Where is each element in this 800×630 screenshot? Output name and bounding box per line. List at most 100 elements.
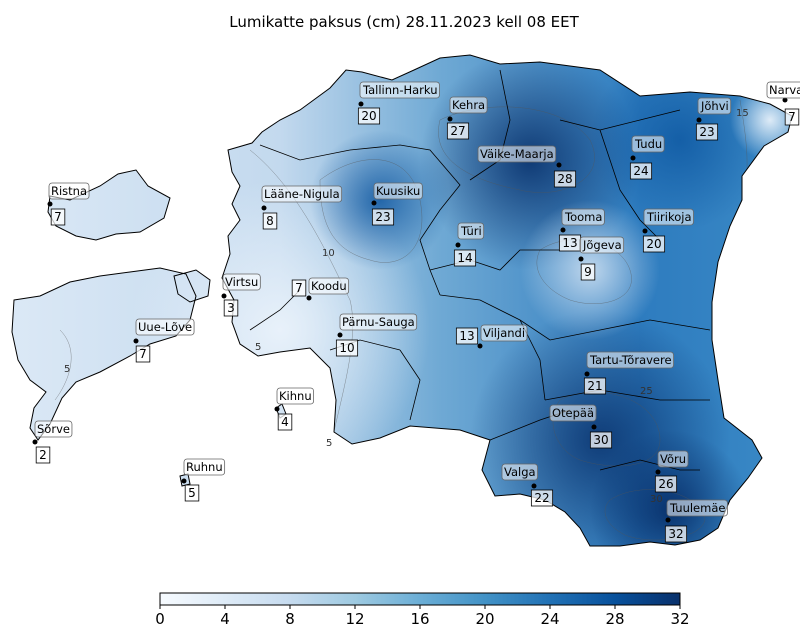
station-dot (447, 116, 453, 122)
station-dot (655, 469, 661, 475)
station-dot (560, 227, 566, 233)
station-name-box (449, 96, 488, 114)
station-value-box (223, 299, 239, 317)
station-jõhvi: Jõhvi 23 (695, 97, 732, 141)
station-kehra: Kehra 27 (446, 96, 488, 140)
station-name: Kehra (452, 98, 485, 112)
station-virtsu: Virtsu 3 (221, 273, 261, 317)
station-value: 24 (633, 164, 648, 178)
station-name: Virtsu (225, 275, 258, 289)
station-dot (358, 101, 364, 107)
station-koodu: Koodu 7 (291, 277, 350, 301)
station-value: 10 (339, 341, 354, 355)
station-value-box (455, 327, 479, 345)
station-dot (261, 205, 267, 211)
station-name-box (501, 463, 538, 481)
contour-labels: 5 5 5 10 15 25 30 (64, 108, 749, 505)
station-name-box (308, 277, 350, 295)
station-name-box (480, 324, 528, 342)
contour-label: 10 (322, 248, 335, 259)
station-value-box (784, 108, 800, 126)
colorbar-tick-label: 4 (220, 610, 230, 628)
station-dot (782, 97, 788, 103)
station-name: Jõgeva (582, 238, 622, 252)
colorbar-tick-label: 16 (410, 610, 429, 628)
station-value-box (371, 208, 395, 226)
station-value: 13 (562, 236, 577, 250)
station-name-box (657, 450, 689, 468)
station-value-box (453, 249, 477, 267)
station-name: Tiirikoja (646, 210, 692, 224)
station-name-box (579, 236, 625, 254)
station-value: 22 (534, 491, 549, 505)
station-value: 23 (699, 125, 714, 139)
station-name-box (276, 387, 315, 405)
station-name-box (631, 135, 665, 153)
station-name-box (261, 185, 343, 203)
station-value-box (695, 123, 719, 141)
station-ruhnu: Ruhnu 5 (181, 458, 226, 502)
map-title: Lumikatte paksus (cm) 28.11.2023 kell 08… (229, 13, 579, 31)
colorbar-tick-label: 12 (345, 610, 364, 628)
station-dot (306, 295, 312, 301)
station-jõgeva: Jõgeva 9 (578, 236, 625, 281)
station-name-box (34, 420, 73, 438)
station-value: 20 (361, 109, 376, 123)
contour-label: 25 (640, 386, 653, 397)
station-name: Otepää (552, 406, 594, 420)
colorbar-tick-label: 32 (670, 610, 689, 628)
station-name-box (457, 222, 485, 240)
station-value: 32 (668, 527, 683, 541)
station-value-box (184, 484, 200, 502)
station-valga: Valga 22 (501, 463, 554, 507)
station-name: Ruhnu (186, 460, 223, 474)
station-dot (630, 155, 636, 161)
station-dot (133, 338, 139, 344)
station-dot (274, 406, 280, 412)
station-name: Ristna (51, 184, 87, 198)
station-name-box (549, 404, 597, 422)
station-lääne-nigula: Lääne-Nigula 8 (261, 185, 343, 230)
station-name: Tudu (634, 137, 662, 151)
station-value-box (530, 489, 554, 507)
station-dot (584, 371, 590, 377)
station-name-box (359, 81, 440, 99)
station-viljandi: Viljandi 13 (455, 324, 528, 349)
station-name: Kuusiku (376, 184, 420, 198)
station-name-box (373, 182, 423, 200)
station-name: Pärnu-Sauga (342, 315, 415, 329)
station-value: 3 (227, 301, 235, 315)
station-value-box (35, 446, 51, 464)
station-dot (665, 517, 671, 523)
station-türi: Türi 14 (453, 222, 485, 267)
station-value-box (583, 377, 607, 395)
station-dot (181, 478, 187, 484)
station-value: 30 (593, 433, 608, 447)
station-tuulemäe: Tuulemäe 32 (664, 499, 728, 543)
station-value: 23 (375, 210, 390, 224)
station-dot (455, 242, 461, 248)
station-name-box (561, 208, 605, 226)
station-dot (221, 293, 227, 299)
contour-label: 5 (326, 438, 332, 449)
station-name-box (643, 208, 694, 226)
station-name: Tooma (564, 210, 602, 224)
station-name-box (666, 499, 728, 517)
station-value: 4 (281, 415, 289, 429)
station-dot (337, 332, 343, 338)
station-dot (591, 424, 597, 430)
station-tooma: Tooma 13 (558, 208, 605, 252)
station-pärnu-sauga: Pärnu-Sauga 10 (335, 313, 418, 357)
station-value-box (553, 170, 577, 188)
station-value: 9 (584, 265, 592, 279)
station-value: 21 (587, 379, 602, 393)
station-name: Kihnu (279, 389, 312, 403)
colorbar-tick-label: 28 (605, 610, 624, 628)
station-value-box (642, 235, 666, 253)
station-value: 7 (139, 347, 147, 361)
station-dot (477, 343, 483, 349)
station-markers: Tallinn-Harku20Kehra27Jõhvi23Narva7Väike… (32, 81, 800, 543)
station-value-box (277, 413, 293, 431)
